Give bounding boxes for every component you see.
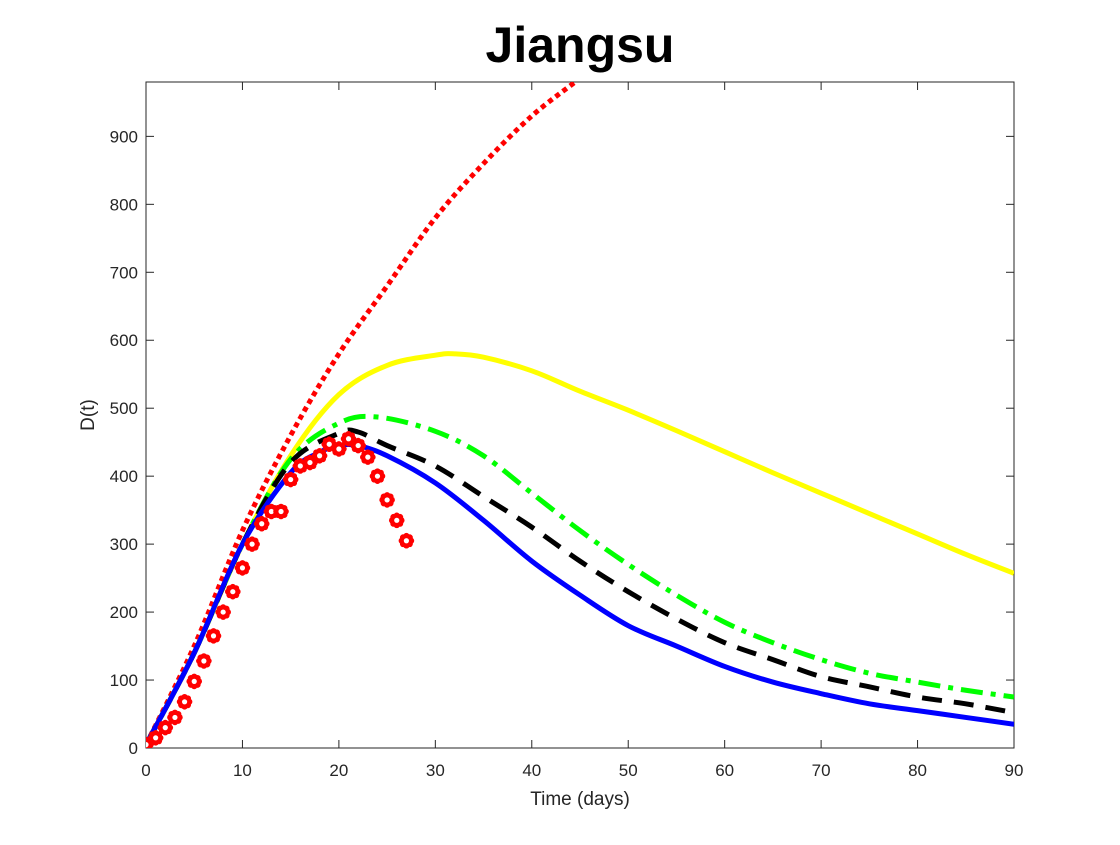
- observed-marker-center: [268, 508, 274, 515]
- observed-data-point: [244, 536, 260, 552]
- x-axis-label: Time (days): [530, 789, 630, 810]
- observed-marker-center: [146, 742, 149, 748]
- observed-data-point: [340, 430, 357, 447]
- observed-data-point: [369, 468, 386, 484]
- observed-data-point: [331, 441, 347, 457]
- observed-marker-center: [249, 541, 255, 547]
- x-tick-label: 80: [908, 761, 927, 780]
- x-tick-label: 20: [329, 761, 348, 780]
- observed-data-point: [176, 693, 193, 710]
- y-axis-label: D(t): [78, 399, 99, 431]
- y-tick-label: 0: [129, 739, 138, 758]
- observed-data-point: [379, 492, 395, 508]
- plot-series-group: [146, 82, 1014, 748]
- observed-marker-center: [365, 454, 371, 460]
- plot-area-frame: [145, 81, 1015, 749]
- series-line-dotted-0: [146, 82, 577, 746]
- x-tick-label: 40: [522, 761, 541, 780]
- observed-marker-center: [307, 459, 313, 466]
- x-tick-label: 50: [619, 761, 638, 780]
- y-tick-label: 500: [110, 399, 138, 418]
- observed-marker-center: [259, 521, 265, 527]
- observed-marker-center: [345, 436, 352, 442]
- series-line-solid-1: [146, 351, 1014, 746]
- observed-marker-center: [162, 725, 168, 731]
- observed-marker-center: [374, 473, 381, 479]
- observed-data-point: [234, 560, 251, 576]
- observed-data-point: [273, 503, 289, 520]
- observed-data-point: [225, 583, 241, 600]
- observed-marker-center: [394, 517, 400, 523]
- observed-marker-center: [172, 714, 178, 721]
- observed-marker-center: [278, 508, 284, 515]
- observed-marker-center: [317, 453, 323, 459]
- chart-title: Jiangsu: [486, 17, 675, 73]
- y-tick-label: 800: [110, 195, 138, 214]
- x-tick-label: 10: [233, 761, 252, 780]
- observed-data-point: [186, 673, 203, 690]
- x-tick-label: 70: [812, 761, 831, 780]
- y-tick-label: 700: [110, 263, 138, 282]
- x-tick-label: 30: [426, 761, 445, 780]
- observed-data-point: [398, 532, 415, 549]
- observed-data-point: [205, 628, 222, 644]
- observed-data-point: [360, 449, 376, 465]
- observed-data-point: [350, 437, 366, 454]
- observed-marker-center: [326, 441, 332, 447]
- y-tick-label: 600: [110, 331, 138, 350]
- observed-marker-center: [336, 446, 342, 452]
- observed-marker-center: [220, 609, 226, 615]
- observed-marker-center: [181, 699, 188, 705]
- observed-marker-center: [384, 497, 390, 503]
- y-tick-label: 400: [110, 467, 138, 486]
- observed-marker-center: [403, 538, 409, 544]
- x-tick-label: 90: [1005, 761, 1024, 780]
- observed-marker-center: [153, 735, 159, 741]
- observed-data-point: [157, 719, 174, 736]
- observed-data-point: [215, 604, 231, 620]
- y-tick-label: 300: [110, 535, 138, 554]
- observed-marker-center: [191, 678, 197, 685]
- observed-data-point: [292, 458, 309, 474]
- x-tick-label: 60: [715, 761, 734, 780]
- observed-marker-center: [297, 463, 303, 469]
- observed-marker-center: [201, 658, 207, 664]
- y-tick-label: 200: [110, 603, 138, 622]
- observed-data-point: [282, 471, 299, 488]
- series-line-dashed-3: [146, 427, 1014, 746]
- observed-marker-center: [230, 589, 236, 595]
- observed-marker-center: [355, 442, 361, 449]
- observed-data-point: [167, 709, 183, 726]
- x-tick-label: 0: [141, 761, 150, 780]
- observed-marker-center: [210, 633, 217, 639]
- observed-marker-center: [288, 476, 294, 483]
- observed-data-point: [311, 447, 328, 464]
- y-tick-label: 900: [110, 127, 138, 146]
- observed-data-point: [302, 454, 318, 471]
- observed-marker-center: [239, 565, 246, 571]
- observed-data-point: [196, 653, 212, 669]
- observed-data-point: [388, 512, 405, 529]
- observed-data-point: [253, 515, 270, 532]
- series-line-solid-4: [146, 442, 1014, 746]
- y-tick-label: 100: [110, 671, 138, 690]
